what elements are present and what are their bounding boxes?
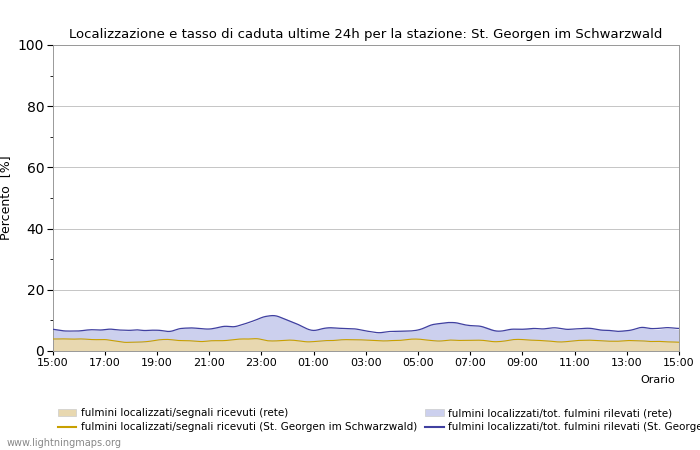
Text: Orario: Orario bbox=[640, 375, 676, 385]
Legend: fulmini localizzati/segnali ricevuti (rete), fulmini localizzati/segnali ricevut: fulmini localizzati/segnali ricevuti (re… bbox=[57, 408, 700, 432]
Text: www.lightningmaps.org: www.lightningmaps.org bbox=[7, 438, 122, 448]
Y-axis label: Percento  [%]: Percento [%] bbox=[0, 156, 12, 240]
Title: Localizzazione e tasso di caduta ultime 24h per la stazione: St. Georgen im Schw: Localizzazione e tasso di caduta ultime … bbox=[69, 28, 662, 41]
